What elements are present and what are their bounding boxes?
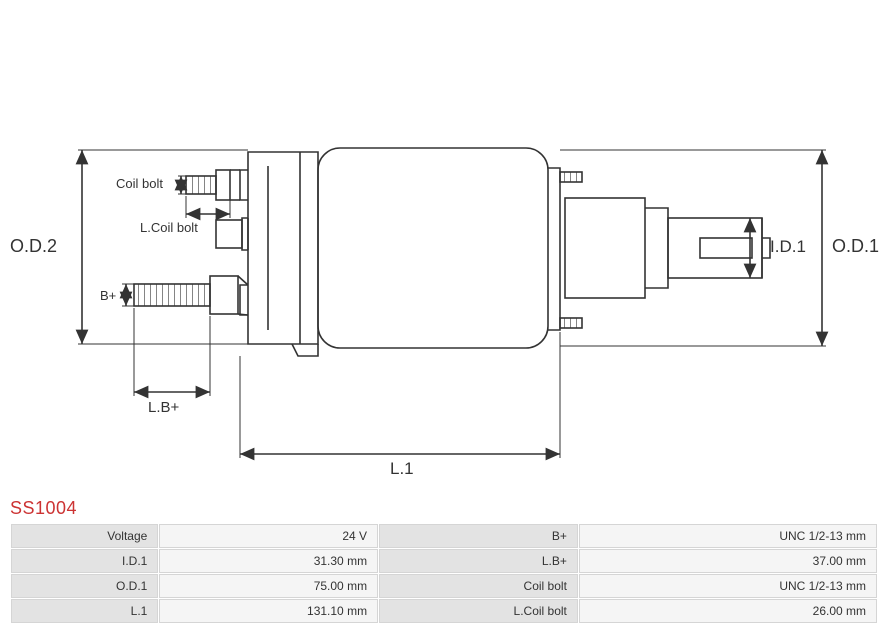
part-number: SS1004 [10,498,77,519]
spec-label: Coil bolt [379,574,578,598]
label-l1: L.1 [390,459,414,478]
label-l-coil-bolt: L.Coil bolt [140,220,198,235]
spec-label: B+ [379,524,578,548]
label-od1: O.D.1 [832,236,879,256]
spec-value: 31.30 mm [159,549,378,573]
spec-value: 37.00 mm [579,549,877,573]
spec-value: 131.10 mm [159,599,378,623]
technical-diagram: O.D.2 O.D.1 I.D.1 L.1 L.B+ B+ Coil bolt … [0,0,889,495]
spec-label: I.D.1 [11,549,158,573]
label-coil-bolt: Coil bolt [116,176,163,191]
spec-label: O.D.1 [11,574,158,598]
spec-value: UNC 1/2-13 mm [579,524,877,548]
table-row: Voltage 24 V B+ UNC 1/2-13 mm [11,524,877,548]
spec-label: L.1 [11,599,158,623]
label-od2: O.D.2 [10,236,57,256]
spec-value: 26.00 mm [579,599,877,623]
spec-table: Voltage 24 V B+ UNC 1/2-13 mm I.D.1 31.3… [10,523,878,624]
spec-label: Voltage [11,524,158,548]
table-row: O.D.1 75.00 mm Coil bolt UNC 1/2-13 mm [11,574,877,598]
table-row: I.D.1 31.30 mm L.B+ 37.00 mm [11,549,877,573]
spec-label: L.B+ [379,549,578,573]
label-id1: I.D.1 [770,237,806,256]
spec-label: L.Coil bolt [379,599,578,623]
spec-value: UNC 1/2-13 mm [579,574,877,598]
label-lbplus: L.B+ [148,399,180,416]
spec-value: 24 V [159,524,378,548]
table-row: L.1 131.10 mm L.Coil bolt 26.00 mm [11,599,877,623]
label-bplus: B+ [100,288,116,303]
spec-value: 75.00 mm [159,574,378,598]
